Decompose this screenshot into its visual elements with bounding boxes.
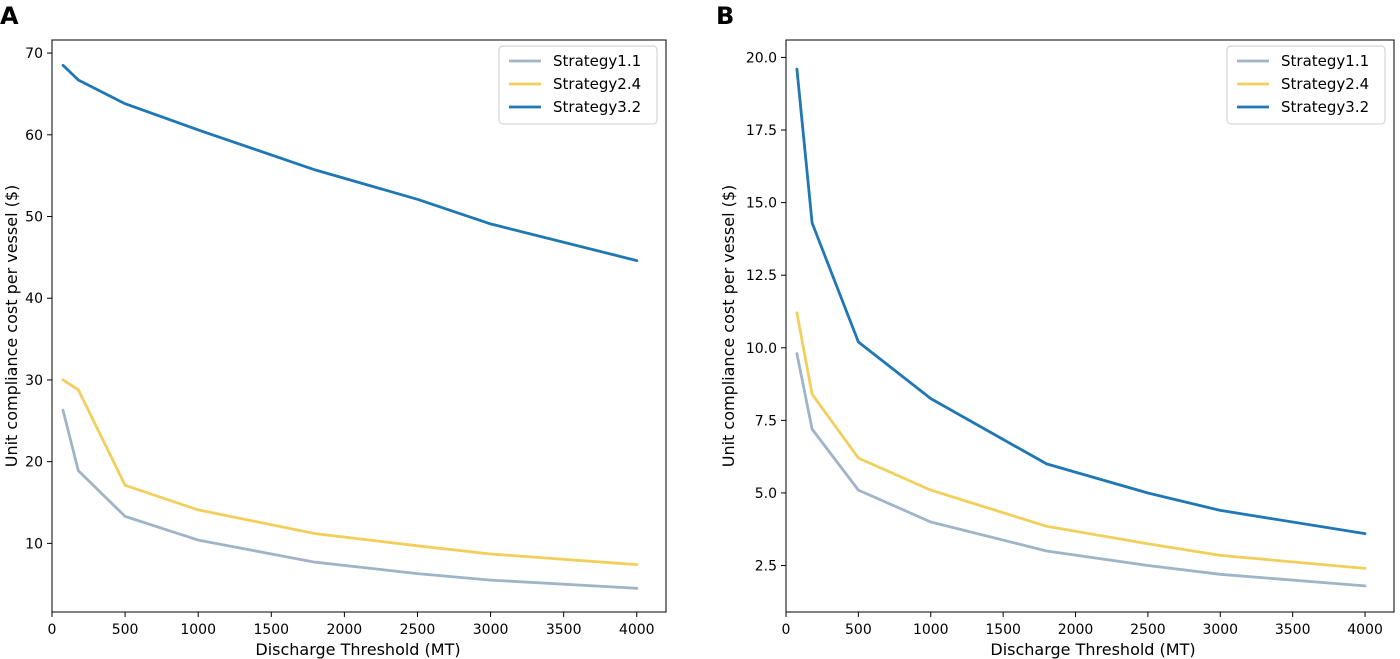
chart-a-x-tick-label: 2500 bbox=[400, 622, 436, 638]
chart-a-legend-label: Strategy1.1 bbox=[553, 52, 641, 70]
chart-a-y-tick-label: 70 bbox=[25, 46, 43, 62]
chart-b-y-tick-label: 7.5 bbox=[755, 413, 777, 429]
panel-label-a: A bbox=[0, 2, 19, 30]
chart-b-series-line-strategy1-1 bbox=[795, 352, 1367, 588]
chart-a-x-tick-label: 1500 bbox=[253, 622, 289, 638]
chart-b-legend-label: Strategy2.4 bbox=[1281, 75, 1369, 93]
chart-a-x-tick-label: 2000 bbox=[327, 622, 363, 638]
chart-a-y-tick-label: 20 bbox=[25, 455, 43, 471]
chart-a-ylabel: Unit compliance cost per vessel ($) bbox=[2, 185, 21, 468]
chart-b-y-tick-label: 2.5 bbox=[755, 559, 777, 575]
chart-b-legend-label: Strategy1.1 bbox=[1281, 52, 1369, 70]
chart-b-x-tick-label: 1000 bbox=[913, 622, 949, 638]
chart-b-y-tick-label: 12.5 bbox=[746, 268, 777, 284]
chart-b-y-tick-label: 17.5 bbox=[746, 123, 777, 139]
chart-a-series-line-strategy2-4 bbox=[61, 378, 639, 566]
chart-b-xlabel: Discharge Threshold (MT) bbox=[990, 640, 1195, 659]
chart-a-legend-label: Strategy3.2 bbox=[553, 98, 641, 116]
chart-b-x-tick-label: 3500 bbox=[1275, 622, 1311, 638]
chart-b-y-tick-label: 5.0 bbox=[755, 486, 777, 502]
chart-a-y-tick-label: 40 bbox=[25, 291, 43, 307]
chart-a-legend-box bbox=[498, 45, 658, 125]
chart-a-y-tick-label: 50 bbox=[25, 210, 43, 226]
chart-b-x-tick-label: 4000 bbox=[1347, 622, 1383, 638]
chart-a-x-tick-label: 500 bbox=[112, 622, 139, 638]
chart-a-y-tick-label: 60 bbox=[25, 128, 43, 144]
chart-a-series-line-strategy3-2 bbox=[61, 63, 639, 263]
chart-b-x-tick-label: 0 bbox=[782, 622, 791, 638]
chart-b-x-tick-label: 2000 bbox=[1058, 622, 1094, 638]
chart-b-x-tick-label: 1500 bbox=[985, 622, 1021, 638]
chart-b-plot-frame bbox=[785, 39, 1395, 613]
chart-b-series-line-strategy3-2 bbox=[795, 67, 1367, 535]
chart-b-ylabel: Unit compliance cost per vessel ($) bbox=[719, 185, 738, 468]
chart-a-x-tick-label: 3500 bbox=[546, 622, 582, 638]
chart-a-x-tick-label: 0 bbox=[48, 622, 57, 638]
chart-b-y-tick-label: 10.0 bbox=[746, 341, 777, 357]
chart-b-x-tick-label: 2500 bbox=[1130, 622, 1166, 638]
chart-a-y-tick-label: 10 bbox=[25, 536, 43, 552]
chart-a-plot-frame bbox=[51, 39, 667, 613]
chart-b-legend-box bbox=[1226, 45, 1386, 125]
chart-b-series-line-strategy2-4 bbox=[795, 311, 1367, 570]
chart-a-series-line-strategy1-1 bbox=[61, 408, 639, 590]
panel-label-b: B bbox=[716, 2, 734, 30]
chart-b-y-tick-label: 20.0 bbox=[746, 50, 777, 66]
chart-b-x-tick-label: 3000 bbox=[1202, 622, 1238, 638]
chart-a-x-tick-label: 1000 bbox=[180, 622, 216, 638]
chart-b-x-tick-label: 500 bbox=[845, 622, 872, 638]
chart-a-legend-label: Strategy2.4 bbox=[553, 75, 641, 93]
chart-a-x-tick-label: 4000 bbox=[619, 622, 655, 638]
chart-a-xlabel: Discharge Threshold (MT) bbox=[255, 640, 460, 659]
chart-panel-a: Discharge Threshold (MT) Unit compliance… bbox=[2, 39, 667, 659]
chart-b-y-tick-label: 15.0 bbox=[746, 196, 777, 212]
chart-a-x-tick-label: 3000 bbox=[473, 622, 509, 638]
chart-b-legend-label: Strategy3.2 bbox=[1281, 98, 1369, 116]
chart-panel-b: Discharge Threshold (MT) Unit compliance… bbox=[719, 39, 1395, 659]
chart-a-y-tick-label: 30 bbox=[25, 373, 43, 389]
